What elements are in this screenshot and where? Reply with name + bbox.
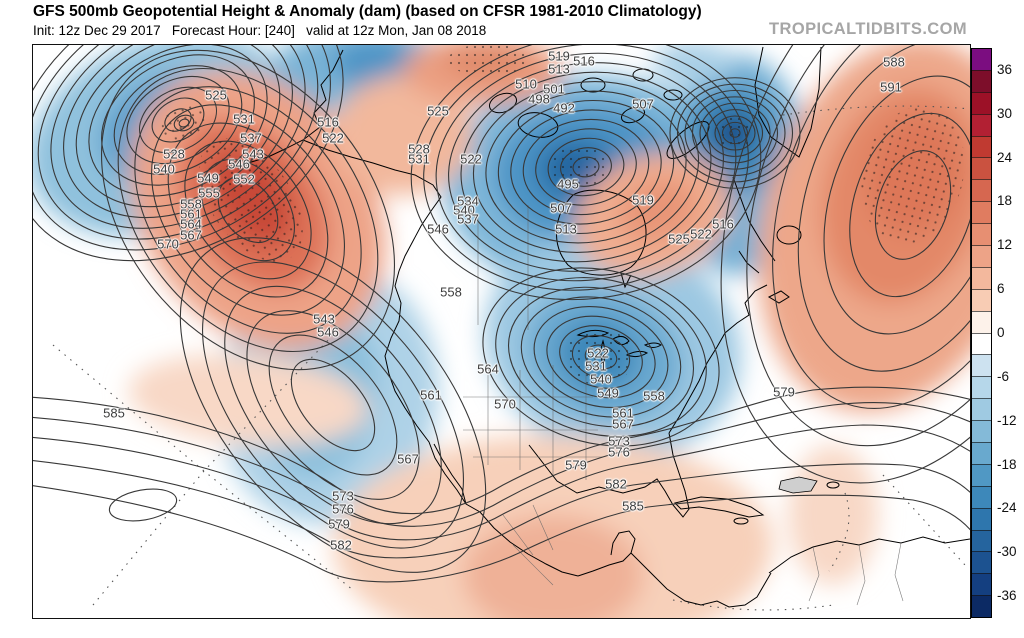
colorbar-cell (972, 507, 991, 530)
colorbar-cell (972, 595, 991, 618)
colorbar-cell (972, 266, 991, 289)
colorbar-cell (972, 113, 991, 136)
map-graphics (33, 45, 970, 618)
colorbar-cell (972, 420, 991, 443)
colorbar (971, 48, 992, 618)
southern-height-contours (33, 386, 970, 583)
colorbar-cell (972, 485, 991, 508)
colorbar-cell (972, 157, 991, 180)
colorbar-tick: 36 (997, 61, 1013, 77)
colorbar-tick: -30 (997, 544, 1017, 560)
latlon-graticule (52, 105, 970, 611)
colorbar-cell (972, 376, 991, 399)
colorbar-tick: 12 (997, 237, 1013, 253)
colorbar-cell (972, 288, 991, 311)
colorbar-tick: -18 (997, 456, 1017, 472)
colorbar-tick: 0 (997, 325, 1005, 340)
colorbar-cell (972, 529, 991, 552)
colorbar-tick: -36 (997, 588, 1017, 604)
colorbar-cell (972, 354, 991, 377)
init-forecast-valid-line: Init: 12z Dec 29 2017 Forecast Hour: [24… (33, 23, 487, 38)
colorbar-cell (972, 573, 991, 596)
colorbar-cell (972, 442, 991, 464)
colorbar-tick: 24 (997, 149, 1013, 165)
colorbar-tick: 6 (997, 281, 1005, 297)
chart-title: GFS 500mb Geopotential Height & Anomaly … (33, 3, 702, 20)
colorbar-tick: 18 (997, 193, 1013, 209)
colorbar-cell (972, 135, 991, 158)
colorbar-cell (972, 310, 991, 333)
colorbar-cell (972, 201, 991, 224)
colorbar-cell (972, 245, 991, 267)
tropicaltidbits-watermark: TROPICALTIDBITS.COM (769, 20, 967, 38)
colorbar-cell (972, 332, 991, 355)
colorbar-cell (972, 179, 991, 202)
colorbar-cell (972, 69, 991, 92)
colorbar-cell (972, 551, 991, 574)
colorbar-tick: -6 (997, 368, 1010, 384)
colorbar-tick: -24 (997, 500, 1017, 516)
colorbar-cell (972, 49, 991, 70)
colorbar-cell (972, 223, 991, 246)
map-canvas: 525 531 537 543 546 549 552 555 558 561 564 567 570 5… (32, 44, 971, 619)
colorbar-tick: 30 (997, 105, 1013, 121)
closed-height-contours (33, 45, 970, 573)
colorbar-cell (972, 91, 991, 114)
colorbar-tick: -12 (997, 412, 1017, 428)
colorbar-cell (972, 398, 991, 421)
colorbar-cell (972, 463, 991, 486)
